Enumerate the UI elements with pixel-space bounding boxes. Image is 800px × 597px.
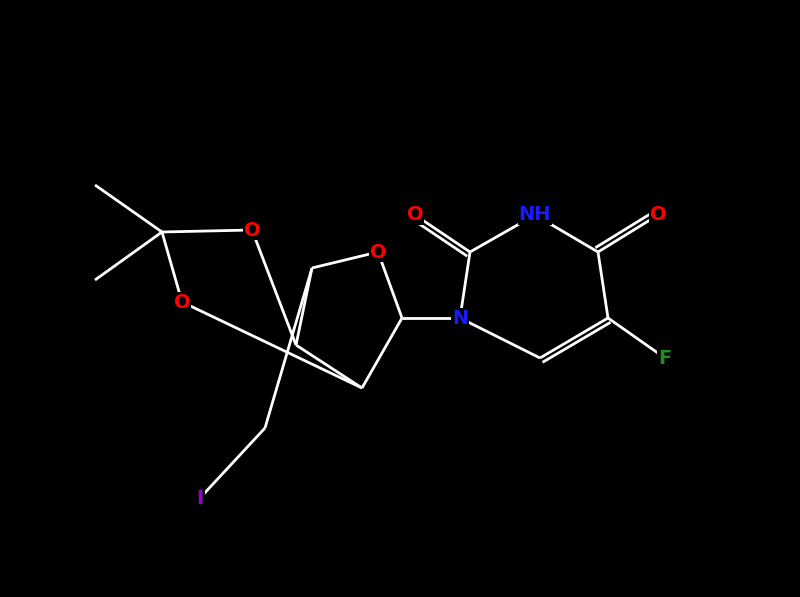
Text: NH: NH [518,205,551,224]
Text: O: O [370,242,386,261]
Text: I: I [197,488,203,507]
Text: O: O [244,220,260,239]
Text: F: F [658,349,672,368]
Text: O: O [650,205,666,224]
Text: N: N [452,309,468,328]
Text: O: O [406,205,423,224]
Text: O: O [174,293,190,312]
